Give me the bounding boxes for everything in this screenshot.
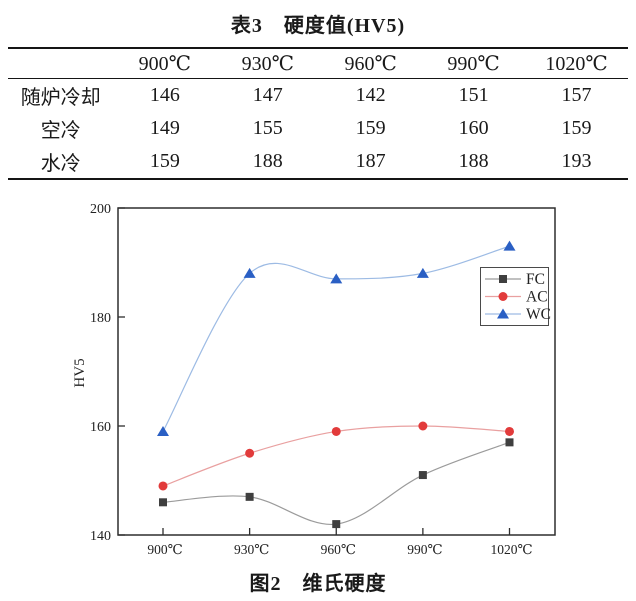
table-cell: 149 (149, 117, 180, 139)
figure-caption: 图2 维氏硬度 (249, 573, 387, 595)
legend-marker-FC (499, 275, 507, 283)
table-row: 随炉冷却 146 147 142 151 157 (8, 79, 628, 113)
row-label: 水冷 (40, 153, 81, 175)
data-point-WC (243, 267, 256, 278)
legend-label-WC: WC (526, 306, 551, 323)
series-line-WC (162, 245, 510, 432)
data-point-FC (245, 492, 254, 501)
data-point-AC (331, 426, 341, 436)
x-tick-label: 990℃ (407, 542, 442, 557)
table-cell: 188 (252, 150, 283, 172)
data-point-FC (332, 520, 341, 529)
data-point-AC (418, 421, 428, 431)
legend-marker-AC (498, 292, 508, 301)
legend-label-FC: FC (526, 271, 545, 288)
table-header-row: 900℃ 930℃ 960℃ 990℃ 1020℃ (8, 48, 628, 79)
data-point-AC (505, 426, 514, 436)
y-tick-label: 180 (90, 311, 111, 326)
table-row: 水冷 159 188 187 188 193 (8, 145, 628, 179)
series-line-FC (162, 441, 510, 525)
plot-frame (117, 207, 556, 536)
table-cell: 159 (149, 150, 180, 172)
table-cell: 187 (355, 150, 386, 172)
chart-svg: 140 160 180 200 900℃ 930℃ 960℃ 990℃ 1020℃ HV5 FCAC… (72, 202, 556, 557)
legend-marker-WC (497, 308, 509, 319)
table-row: 空冷 149 155 159 160 159 (8, 112, 628, 145)
data-point-WC (157, 425, 169, 436)
table-cell: 160 (458, 117, 489, 139)
table-header-cell: 900℃ (138, 53, 192, 75)
table-header-cell: 990℃ (447, 53, 500, 75)
x-tick-label: 960℃ (321, 542, 356, 557)
table-header-cell: 960℃ (344, 53, 397, 75)
table-cell: 157 (561, 84, 592, 106)
hardness-line-chart: 140 160 180 200 900℃ 930℃ 960℃ 990℃ 1020℃ HV5 FC AC… (0, 195, 636, 567)
row-label: 随炉冷却 (20, 87, 101, 109)
table-cell: 193 (561, 150, 592, 172)
y-tick-label: 160 (90, 420, 111, 435)
data-point-FC (505, 438, 514, 447)
table-header-cell: 1020℃ (545, 53, 608, 75)
data-point-AC (245, 448, 255, 458)
data-point-AC (158, 481, 168, 491)
table-cell: 155 (252, 117, 283, 139)
table-cell: 142 (355, 84, 386, 106)
table-cell: 188 (458, 150, 489, 172)
legend-label-AC: AC (526, 289, 548, 306)
table-cell: 159 (355, 117, 386, 139)
y-tick-label: 140 (90, 529, 111, 544)
x-tick-label: 1020℃ (490, 542, 532, 557)
x-tick-label: 900℃ (147, 542, 182, 557)
y-axis-title: HV5 (72, 358, 88, 387)
data-point-FC (159, 498, 167, 507)
data-point-WC (416, 267, 429, 278)
x-tick-label: 930℃ (234, 542, 269, 557)
table-header-cell (8, 48, 113, 79)
table-cell: 159 (561, 117, 592, 139)
hardness-table: 900℃ 930℃ 960℃ 990℃ 1020℃ 随炉冷却 146 147 1… (8, 47, 628, 180)
table-header-cell: 930℃ (241, 53, 294, 75)
table-cell: 151 (458, 84, 489, 106)
row-label: 空冷 (40, 120, 81, 142)
data-point-FC (418, 471, 427, 480)
table-cell: 146 (149, 84, 180, 106)
data-point-WC (330, 273, 343, 284)
data-point-WC (503, 240, 516, 251)
table-cell: 147 (252, 84, 283, 106)
table-title: 表3 硬度值(HV5) (230, 15, 406, 37)
y-tick-label: 200 (90, 202, 111, 217)
